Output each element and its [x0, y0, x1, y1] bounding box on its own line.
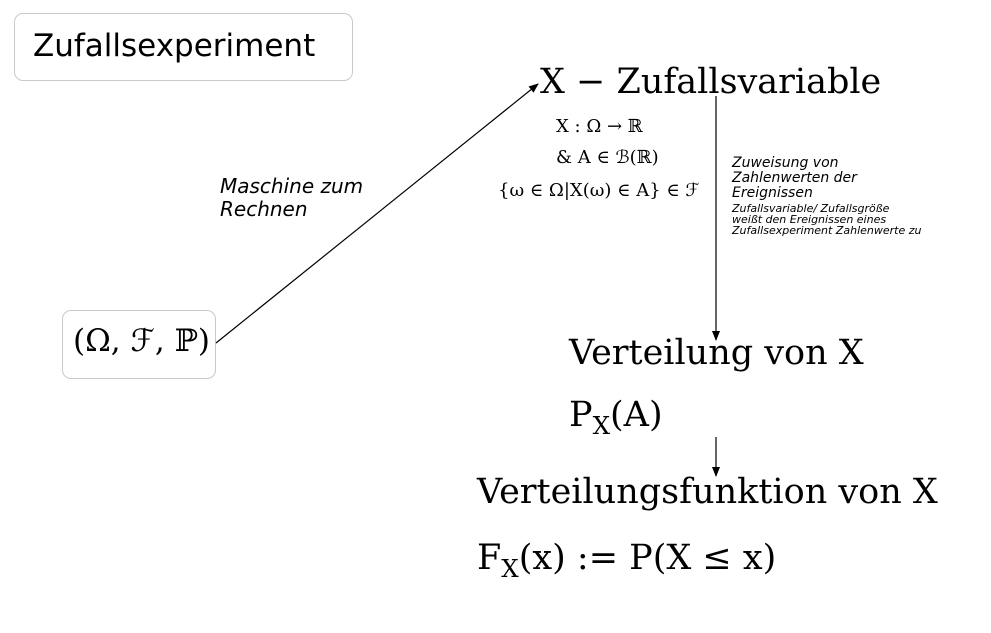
random-variable-heading: X − Zufallsvariable — [540, 62, 882, 102]
assignment-note: Zuweisung von Zahlenwerten der Ereigniss… — [732, 155, 922, 237]
probability-space-text: (Ω, ℱ, ℙ) — [73, 323, 210, 359]
arrow-space-to-variable — [215, 83, 539, 344]
distribution-function-formula: FX(x) := P(X ≤ x) — [477, 538, 777, 583]
distribution-formula: PX(A) — [569, 395, 663, 440]
arrow-label: Maschine zum Rechnen — [220, 174, 364, 221]
definition-line-2: & A ∈ ℬ(ℝ) — [556, 147, 659, 168]
title-box: Zufallsexperiment — [14, 13, 353, 81]
distribution-function-heading: Verteilungsfunktion von X — [477, 472, 938, 512]
definition-line-1: X : Ω → ℝ — [556, 116, 643, 137]
title-text: Zufallsexperiment — [33, 28, 316, 64]
assignment-note-sub: Zufallsvariable/ Zufallsgröße weißt den … — [732, 202, 922, 237]
assignment-note-main: Zuweisung von Zahlenwerten der Ereigniss… — [732, 155, 857, 201]
probability-space-box: (Ω, ℱ, ℙ) — [62, 310, 216, 379]
definition-line-3: {ω ∈ Ω|X(ω) ∈ A} ∈ ℱ — [498, 180, 700, 201]
